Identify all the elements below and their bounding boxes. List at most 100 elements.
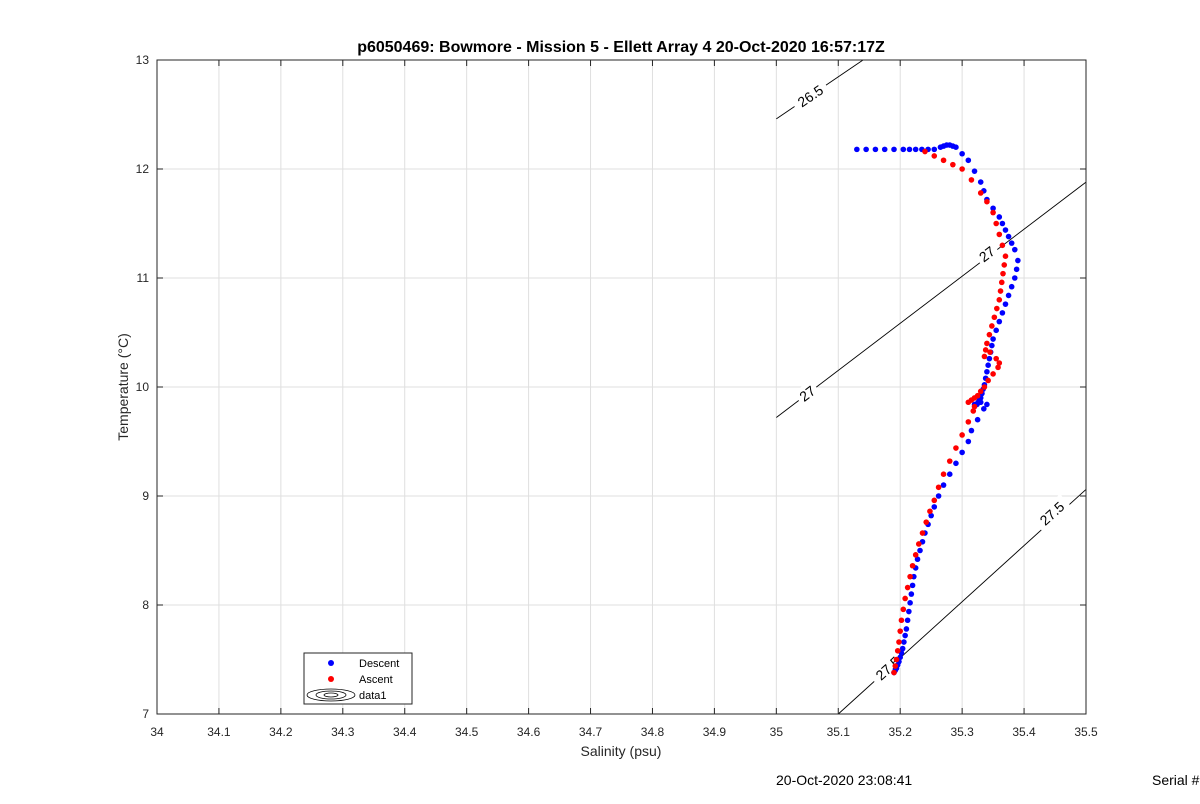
descent-point — [900, 146, 907, 153]
ascent-point — [893, 656, 900, 663]
serial-number-label: Serial # — [1152, 772, 1200, 788]
descent-point — [990, 205, 996, 212]
ascent-point — [898, 617, 905, 624]
descent-point — [946, 471, 953, 478]
x-tick-label: 35.2 — [889, 725, 913, 739]
x-tick-label: 35.4 — [1012, 725, 1036, 739]
descent-point — [899, 645, 906, 652]
y-tick-label: 12 — [136, 162, 150, 176]
descent-point — [901, 639, 907, 645]
y-tick-label: 11 — [137, 271, 150, 285]
ascent-point — [1002, 253, 1009, 259]
ascent-point — [940, 471, 947, 478]
descent-point — [985, 362, 991, 369]
y-axis-label: Temperature (°C) — [115, 333, 131, 441]
descent-point — [996, 214, 1003, 220]
x-tick-label: 34.7 — [579, 725, 603, 739]
x-tick-label: 34.1 — [207, 725, 231, 739]
descent-point — [968, 427, 975, 434]
ascent-point — [931, 153, 938, 159]
descent-point — [977, 399, 984, 406]
x-axis-label: Salinity (psu) — [581, 743, 662, 759]
legend-descent-label: Descent — [359, 658, 399, 670]
y-tick-label: 9 — [142, 489, 149, 503]
x-tick-label: 34.9 — [703, 725, 727, 739]
ascent-point — [993, 355, 999, 362]
ascent-point — [990, 209, 996, 216]
ascent-point — [996, 360, 1003, 366]
ascent-point — [902, 595, 908, 602]
ascent-point — [995, 364, 1001, 371]
descent-point — [974, 416, 981, 423]
x-tick-label: 34.8 — [641, 725, 665, 739]
ascent-point — [970, 408, 977, 414]
ascent-point — [891, 669, 897, 676]
x-tick-label: 34.5 — [455, 725, 479, 739]
ascent-point — [1001, 262, 1008, 268]
descent-point — [928, 512, 934, 519]
descent-point — [917, 547, 923, 554]
descent-point — [940, 482, 947, 488]
contour-label-bg — [793, 379, 821, 407]
descent-point — [914, 556, 921, 563]
ascent-point — [927, 508, 933, 515]
ascent-point — [971, 403, 978, 410]
ascent-point — [999, 242, 1006, 249]
y-tick-label: 8 — [142, 598, 149, 612]
ascent-point — [977, 388, 984, 395]
axis-ticks: 34 34.1 34.2 34.3 34.4 34.5 34.6 34.7 34.8 34.9 35… — [136, 53, 1098, 739]
descent-point — [906, 608, 912, 615]
descent-point — [931, 504, 938, 510]
descent-point — [902, 632, 908, 639]
descent-point — [953, 144, 959, 150]
descent-point — [996, 318, 1003, 325]
ascent-point — [946, 458, 953, 464]
descent-point — [891, 146, 897, 153]
descent-point — [1002, 301, 1009, 307]
series-ascent — [891, 148, 1009, 676]
x-tick-label: 34.3 — [331, 725, 355, 739]
descent-point — [990, 336, 996, 342]
ascent-point — [935, 484, 942, 491]
ascent-point — [998, 279, 1005, 286]
contour-label: 27 — [972, 240, 1001, 268]
x-tick-label: 35.5 — [1074, 725, 1098, 739]
descent-point — [854, 146, 860, 153]
descent-point — [1002, 227, 1009, 233]
descent-point — [1008, 283, 1015, 290]
legend-contour-icon — [306, 688, 356, 702]
descent-point — [1013, 266, 1020, 273]
contour-label: 26.5 — [789, 77, 831, 114]
ascent-point — [965, 419, 972, 425]
ascent-point — [982, 347, 989, 353]
ascent-point — [959, 432, 965, 438]
descent-point — [1015, 257, 1021, 264]
descent-point — [1008, 240, 1015, 246]
descent-point — [931, 146, 938, 153]
x-tick-label: 35.1 — [827, 725, 851, 739]
ascent-point — [989, 323, 995, 329]
density-contour-line — [776, 181, 1087, 418]
ascent-point — [987, 349, 993, 355]
y-tick-label: 7 — [142, 707, 149, 721]
descent-point — [981, 406, 987, 412]
ascent-point — [968, 177, 975, 183]
descent-point — [1011, 246, 1018, 253]
ascent-point — [990, 371, 996, 377]
ascent-point — [991, 314, 998, 321]
descent-point — [906, 146, 913, 153]
ascent-point — [953, 445, 959, 451]
legend-ascent-label: Ascent — [359, 674, 393, 686]
descent-point — [965, 157, 972, 164]
descent-point — [984, 401, 990, 408]
descent-point — [881, 146, 888, 153]
descent-point — [1005, 233, 1012, 240]
ascent-point — [915, 541, 922, 547]
ascent-point — [985, 377, 991, 384]
ascent-point — [996, 297, 1003, 303]
x-tick-label: 34.6 — [517, 725, 541, 739]
ascent-point — [984, 340, 990, 347]
ascent-point — [986, 331, 993, 338]
contour-label-bg — [1031, 494, 1072, 533]
